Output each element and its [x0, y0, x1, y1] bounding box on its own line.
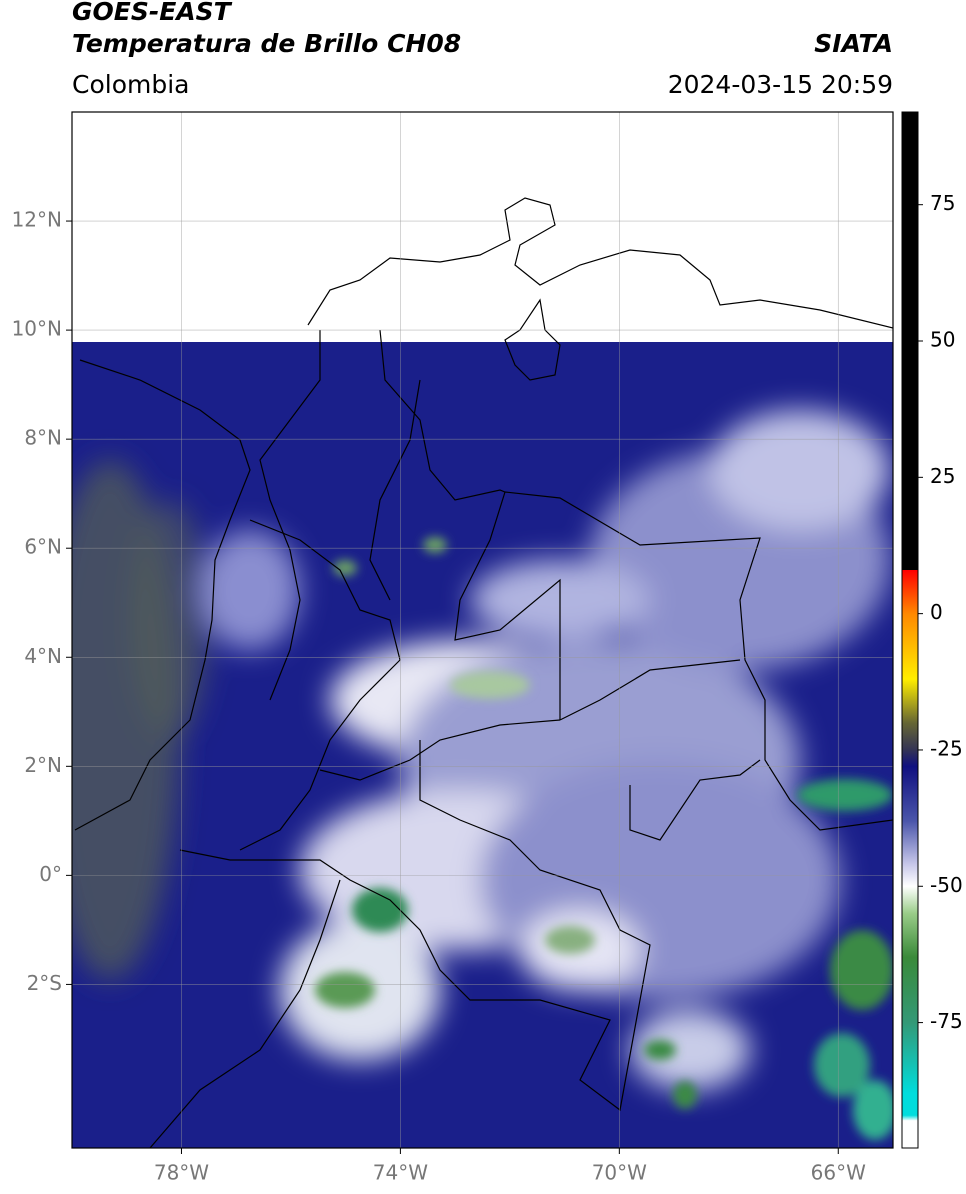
x-tick-label: 78°W [154, 1161, 209, 1185]
colorbar-tick-label: 25 [930, 464, 955, 488]
x-tick-label: 66°W [811, 1161, 866, 1185]
y-tick-label: 8°N [24, 426, 62, 450]
borders [74, 197, 893, 1148]
map-imagery [72, 112, 893, 1148]
region: Colombia [72, 70, 189, 99]
y-tick-label: 10°N [12, 317, 62, 341]
y-tick-label: 4°N [24, 644, 62, 668]
x-tick-label: 74°W [373, 1161, 428, 1185]
y-tick-label: 0° [39, 862, 62, 886]
colorbar-tick-label: 0 [930, 600, 943, 624]
colorbar-tick-label: -75 [930, 1009, 963, 1033]
colorbar-tick-label: -25 [930, 736, 963, 760]
y-tick-label: 2°N [24, 753, 62, 777]
x-tick-label: 70°W [592, 1161, 647, 1185]
title: GOES-EAST [72, 0, 233, 26]
colorbar-tick-label: 75 [930, 191, 955, 215]
subtitle: Temperatura de Brillo CH08 [72, 29, 461, 58]
colorbar [901, 111, 919, 1149]
y-tick-label: 2°S [27, 971, 62, 995]
source: SIATA [814, 29, 893, 58]
map-frame [71, 111, 894, 1149]
y-tick-label: 6°N [24, 535, 62, 559]
datetime: 2024-03-15 20:59 [668, 70, 893, 99]
y-tick-label: 12°N [12, 208, 62, 232]
colorbar-tick-label: 50 [930, 328, 955, 352]
colorbar-tick-label: -50 [930, 873, 963, 897]
